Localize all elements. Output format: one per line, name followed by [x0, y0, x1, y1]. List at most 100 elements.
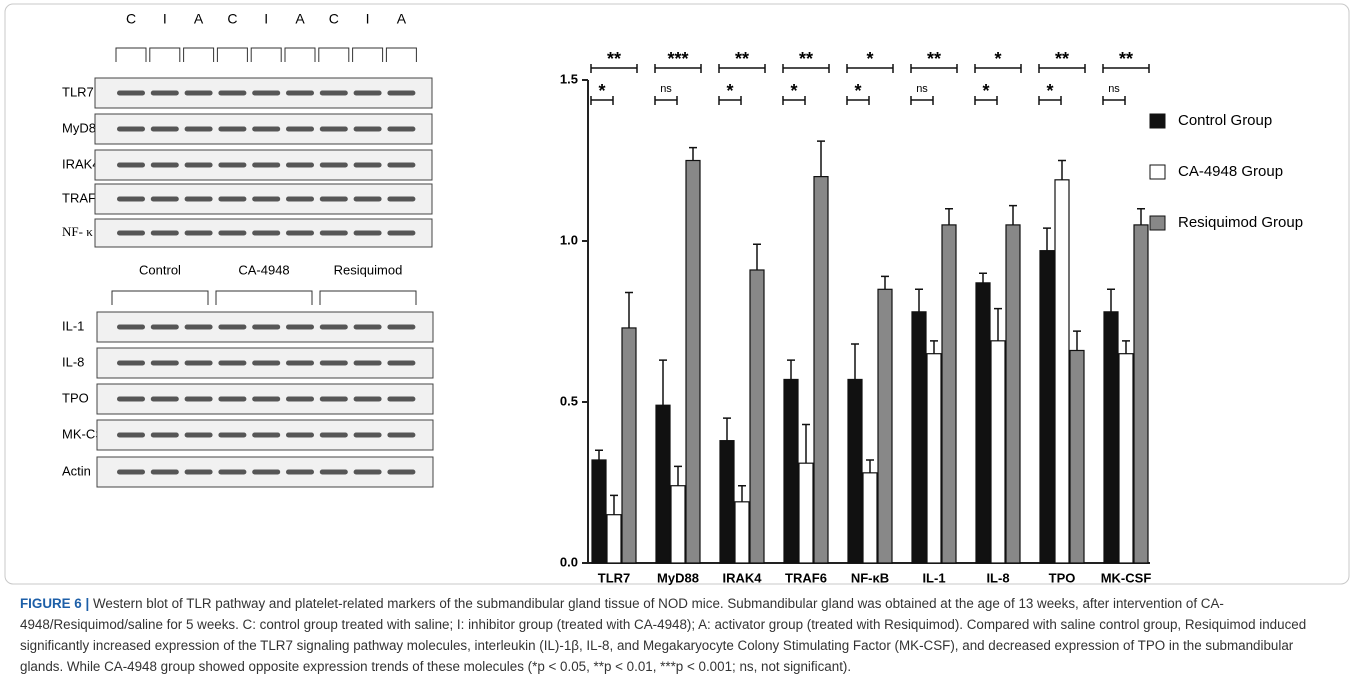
band [252, 127, 280, 132]
band [387, 163, 415, 168]
x-tick-label: IRAK4 [722, 570, 762, 585]
y-tick-label: 1.5 [560, 71, 578, 86]
legend-swatch [1150, 114, 1165, 128]
significance-bottom: * [790, 81, 797, 101]
error-bar [979, 273, 987, 283]
band [320, 127, 348, 132]
band [218, 325, 246, 330]
bar [814, 177, 828, 563]
significance-bottom: * [982, 81, 989, 101]
bar [976, 283, 990, 563]
band [354, 470, 382, 475]
row-label: TLR7 [62, 84, 94, 99]
error-bar [753, 244, 761, 270]
lane-label: C [329, 11, 339, 27]
lane-label: I [163, 11, 167, 27]
band [151, 433, 179, 438]
band [185, 127, 213, 132]
y-tick-label: 1.0 [560, 232, 578, 247]
band [354, 91, 382, 96]
band [117, 325, 145, 330]
band [252, 163, 280, 168]
band [354, 397, 382, 402]
bar [1040, 251, 1054, 563]
error-bar [659, 360, 667, 405]
bar [622, 328, 636, 563]
caption: FIGURE 6 | Western blot of TLR pathway a… [20, 593, 1338, 677]
legend-swatch [1150, 216, 1165, 230]
significance-top: * [866, 49, 873, 69]
error-bar [595, 450, 603, 460]
significance-top: ** [607, 49, 621, 69]
error-bar [1122, 341, 1130, 354]
x-tick-label: MK-CSF [1101, 570, 1152, 585]
lane-label: A [194, 11, 204, 27]
group-label: Control [139, 262, 181, 277]
band [252, 231, 280, 236]
lane-bracket [251, 48, 281, 62]
error-bar [817, 141, 825, 176]
band [218, 163, 246, 168]
significance-top: ** [927, 49, 941, 69]
error-bar [851, 344, 859, 379]
error-bar [930, 341, 938, 354]
error-bar [1009, 206, 1017, 225]
significance-bottom: ns [660, 83, 672, 95]
band [218, 91, 246, 96]
band [354, 231, 382, 236]
band [286, 127, 314, 132]
band [286, 433, 314, 438]
band [286, 231, 314, 236]
band [387, 361, 415, 366]
x-tick-label: TRAF6 [785, 570, 827, 585]
error-bar [945, 209, 953, 225]
band [387, 231, 415, 236]
band [252, 397, 280, 402]
bar [1006, 225, 1020, 563]
error-bar [610, 495, 618, 514]
band [185, 397, 213, 402]
band [218, 433, 246, 438]
caption-text: Western blot of TLR pathway and platelet… [20, 596, 1306, 674]
lane-bracket [116, 48, 146, 62]
band [286, 470, 314, 475]
significance-bracket [911, 96, 933, 105]
band [117, 163, 145, 168]
bar [863, 473, 877, 563]
band [185, 163, 213, 168]
error-bar [1107, 289, 1115, 312]
band [218, 231, 246, 236]
bar [799, 463, 813, 563]
lane-bracket [319, 48, 349, 62]
error-bar [674, 466, 682, 485]
lane-bracket [386, 48, 416, 62]
band [320, 433, 348, 438]
significance-top: * [994, 49, 1001, 69]
bar [784, 379, 798, 563]
band [320, 397, 348, 402]
band [218, 127, 246, 132]
band [286, 361, 314, 366]
band [252, 197, 280, 202]
row-label: IRAK4 [62, 156, 100, 171]
error-bar [1137, 209, 1145, 225]
band [252, 433, 280, 438]
error-bar [1073, 331, 1081, 350]
bar [848, 379, 862, 563]
row-label: IL-1 [62, 318, 84, 333]
band [252, 470, 280, 475]
significance-top: *** [667, 49, 688, 69]
band [252, 325, 280, 330]
lane-label: I [366, 11, 370, 27]
band [320, 197, 348, 202]
bar [686, 161, 700, 564]
band [286, 197, 314, 202]
significance-bottom: ns [1108, 83, 1120, 95]
bar [735, 502, 749, 563]
group-bracket [320, 291, 416, 305]
error-bar [881, 276, 889, 289]
lane-label: A [397, 11, 407, 27]
row-label: Actin [62, 463, 91, 478]
band [387, 433, 415, 438]
lane-bracket [150, 48, 180, 62]
